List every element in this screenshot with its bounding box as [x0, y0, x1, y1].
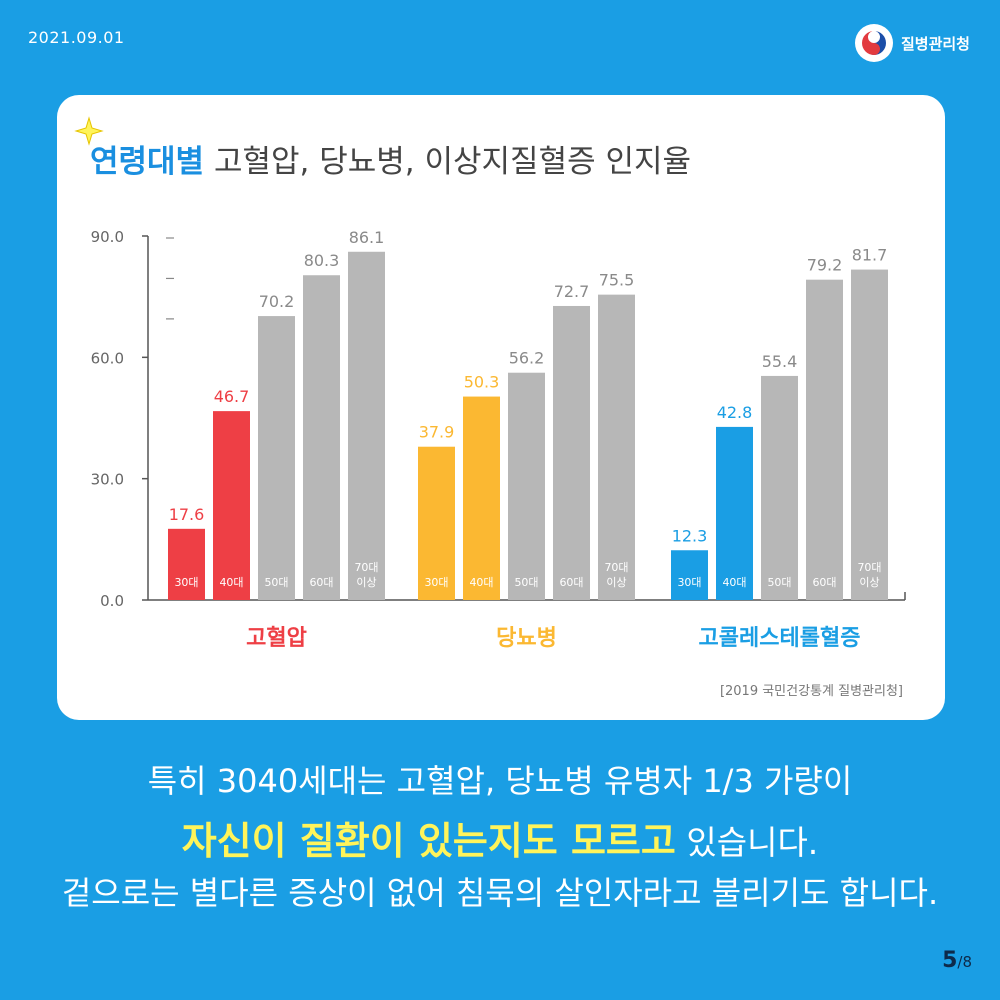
bar-value-label: 70.2 [259, 292, 295, 311]
y-tick-label: 60.0 [91, 349, 124, 367]
bar-value-label: 80.3 [304, 251, 340, 270]
group-label: 고콜레스테롤혈증 [699, 626, 861, 651]
bar-value-label: 79.2 [807, 256, 843, 275]
bar [303, 275, 340, 600]
bar-value-label: 12.3 [672, 526, 708, 545]
bar-value-label: 55.4 [762, 352, 798, 371]
date-label: 2021.09.01 [28, 28, 125, 47]
bar-value-label: 37.9 [419, 423, 455, 442]
bar-category-label: 50대 [264, 576, 288, 589]
bar-category-label: 60대 [559, 576, 583, 589]
group-label: 고혈압 [246, 626, 307, 651]
bar [168, 528, 205, 600]
bar [463, 396, 500, 600]
bar [508, 372, 545, 600]
bar [213, 411, 250, 600]
bar [598, 294, 635, 600]
y-tick-label: 30.0 [91, 471, 124, 489]
bar-value-label: 75.5 [599, 271, 635, 290]
bar [716, 426, 753, 600]
y-tick-label: 0.0 [100, 592, 124, 610]
bar-value-label: 56.2 [509, 349, 545, 368]
group-label: 당뇨병 [496, 626, 557, 651]
caption-line-2: 자신이 질환이 있는지도 모르고 있습니다. [0, 810, 1000, 865]
bar-category-label: 이상 [606, 576, 626, 589]
bar-category-label: 60대 [812, 576, 836, 589]
chart-title: 연령대별 고혈압, 당뇨병, 이상지질혈증 인지율 [90, 136, 691, 181]
bar [806, 279, 843, 600]
brand-name: 질병관리청 [900, 34, 970, 53]
caption-line-1: 특히 3040세대는 고혈압, 당뇨병 유병자 1/3 가량이 [147, 762, 853, 800]
bar [553, 305, 590, 600]
y-tick-label: 90.0 [91, 228, 124, 246]
caption-line-2-rest: 있습니다. [686, 823, 819, 862]
bar-value-label: 72.7 [554, 282, 590, 301]
caption-highlight: 자신이 질환이 있는지도 모르고 [181, 819, 676, 863]
bar-category-label: 이상 [356, 576, 376, 589]
bar-category-label: 50대 [767, 576, 791, 589]
bar-value-label: 81.7 [852, 246, 888, 265]
bar-category-label: 50대 [514, 576, 538, 589]
bar-value-label: 46.7 [214, 387, 250, 406]
bar-category-label: 30대 [424, 576, 448, 589]
chart-title-rest: 고혈압, 당뇨병, 이상지질혈증 인지율 [213, 144, 692, 180]
bar [258, 316, 295, 600]
bar-category-label: 70대 [857, 561, 881, 574]
sparkle-icon [74, 116, 104, 146]
bar-category-label: 40대 [722, 576, 746, 589]
page-total: /8 [957, 953, 972, 971]
bar-category-label: 70대 [354, 561, 378, 574]
bar-category-label: 40대 [469, 576, 493, 589]
bar [851, 269, 888, 600]
bar-category-label: 40대 [219, 576, 243, 589]
bar-category-label: 30대 [174, 576, 198, 589]
bar [418, 446, 455, 600]
page-current: 5 [942, 948, 958, 973]
bar [761, 375, 798, 600]
bar-value-label: 86.1 [349, 228, 385, 247]
bar-category-label: 이상 [859, 576, 879, 589]
chart-title-highlight: 연령대별 [90, 144, 205, 180]
page-indicator: 5/8 [942, 948, 972, 973]
bar-value-label: 42.8 [717, 403, 753, 422]
bar-category-label: 70대 [604, 561, 628, 574]
bar-category-label: 30대 [677, 576, 701, 589]
bar-category-label: 60대 [309, 576, 333, 589]
source-note: [2019 국민건강통계 질병관리청] [719, 684, 903, 699]
bar [348, 251, 385, 601]
caption-line-3: 겉으로는 별다른 증상이 없어 침묵의 살인자라고 불리기도 합니다. [61, 874, 939, 912]
bar-value-label: 50.3 [464, 373, 500, 392]
taegeuk-icon [854, 24, 893, 62]
bar-value-label: 17.6 [169, 505, 205, 524]
bar [671, 550, 708, 600]
brand: 질병관리청 [854, 24, 970, 62]
